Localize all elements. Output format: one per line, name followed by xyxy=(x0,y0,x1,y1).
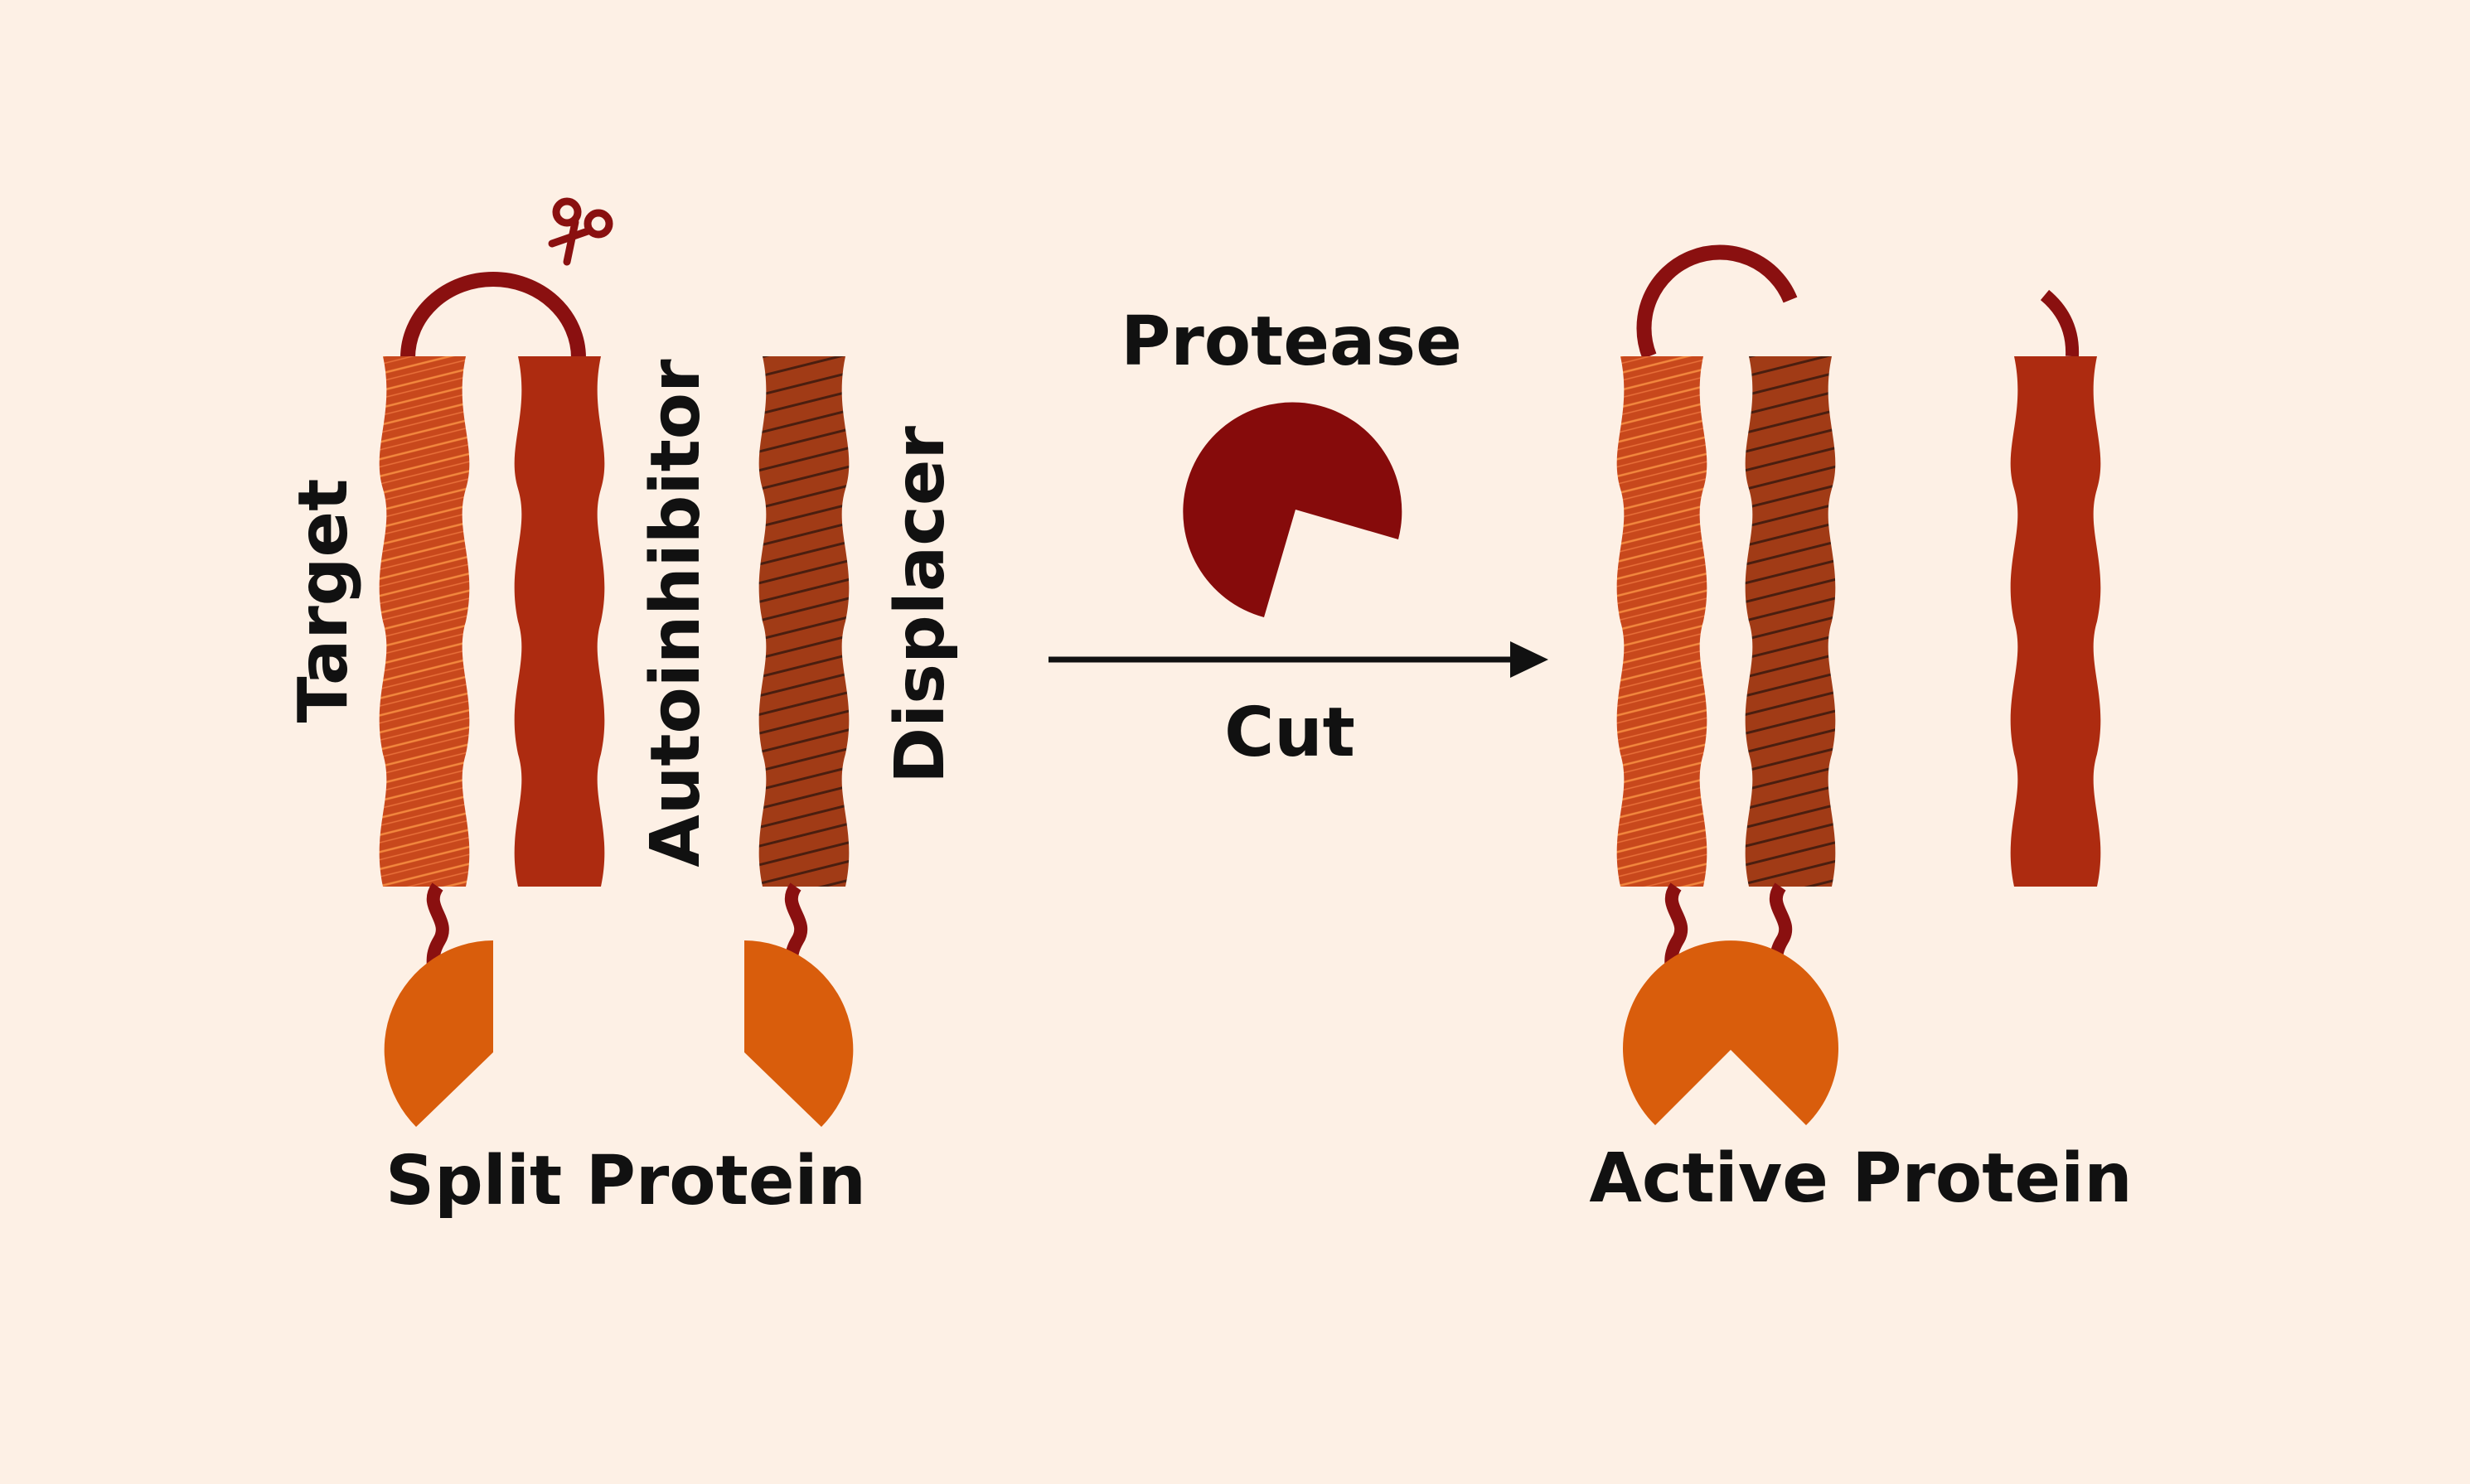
hinge-loop xyxy=(400,272,586,359)
active-protein-label: Active Protein xyxy=(1589,1139,2132,1218)
target-helix xyxy=(379,356,470,887)
active-protein-body xyxy=(1623,940,1838,1125)
cut-loop-fragment xyxy=(2040,289,2080,357)
protease-label: Protease xyxy=(1121,302,1461,381)
cut-label: Cut xyxy=(1224,694,1355,772)
protease-pacman xyxy=(1183,402,1402,617)
protease-step xyxy=(1049,402,1548,678)
protein-half-right xyxy=(744,940,854,1127)
scissors-icon xyxy=(548,197,613,266)
active-target-helix xyxy=(1616,356,1707,887)
displacer-label: Displacer xyxy=(881,426,960,784)
active-displacer-helix xyxy=(1745,356,1836,887)
cut-loop xyxy=(1636,244,1798,360)
autoinhibitor-helix xyxy=(514,356,605,887)
split-protein-assembly xyxy=(379,197,854,1127)
reaction-arrow-head xyxy=(1510,641,1548,678)
split-protein-label: Split Protein xyxy=(385,1142,866,1221)
active-protein-assembly xyxy=(1616,244,2101,1125)
autoinhibitor-label: Autoinhibitor xyxy=(637,359,715,868)
protein-half-left xyxy=(384,940,493,1127)
released-autoinhibitor-helix xyxy=(2010,356,2101,887)
displacer-helix xyxy=(758,356,850,887)
target-label: Target xyxy=(284,479,363,723)
